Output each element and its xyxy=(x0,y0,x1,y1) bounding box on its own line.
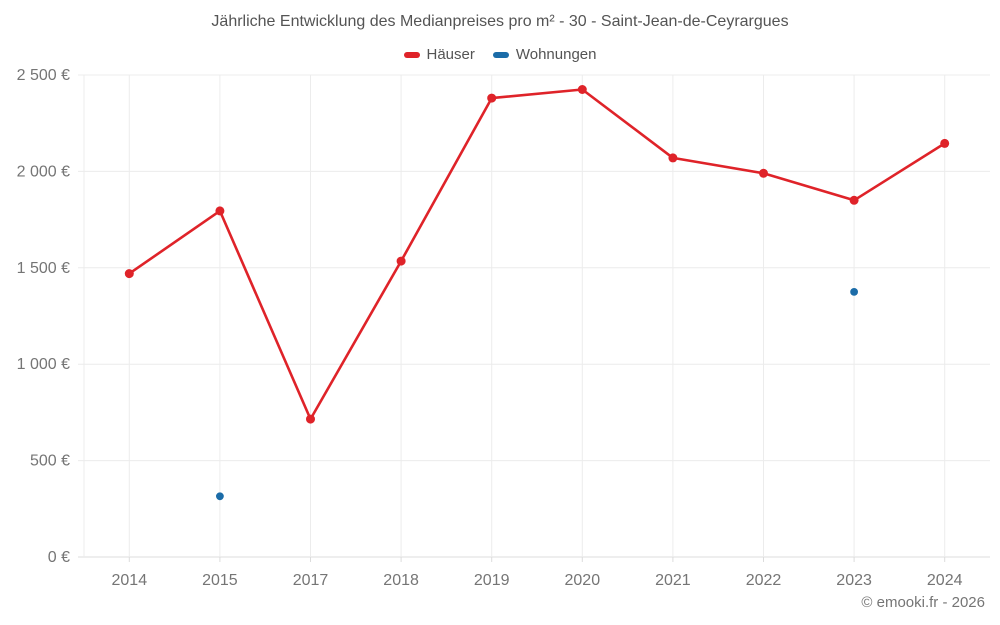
x-tick-label: 2023 xyxy=(836,572,872,589)
data-point-häuser xyxy=(487,93,497,103)
data-point-häuser xyxy=(577,85,587,94)
x-tick-label: 2014 xyxy=(112,572,148,589)
data-point-häuser xyxy=(759,168,768,178)
x-tick-label: 2019 xyxy=(474,572,510,589)
legend-item-haeuser[interactable]: Häuser xyxy=(403,46,475,63)
legend-label-wohnungen: Wohnungen xyxy=(515,46,597,63)
y-tick-label: 500 € xyxy=(30,453,70,470)
data-point-häuser xyxy=(849,195,859,205)
x-tick-label: 2018 xyxy=(383,572,419,589)
data-point-häuser xyxy=(306,414,315,424)
y-tick-label: 0 € xyxy=(48,549,70,566)
x-tick-label: 2017 xyxy=(293,572,329,589)
x-tick-label: 2015 xyxy=(202,572,238,589)
wohnungen-swatch-icon xyxy=(492,51,509,58)
x-tick-label: 2021 xyxy=(655,572,691,589)
data-point-wohnungen xyxy=(850,288,858,296)
data-point-häuser xyxy=(668,153,678,163)
legend-label-haeuser: Häuser xyxy=(426,46,475,63)
chart-legend: Häuser Wohnungen xyxy=(0,46,1000,63)
x-tick-label: 2020 xyxy=(565,572,601,589)
series-line-häuser xyxy=(128,88,947,421)
chart-title: Jährliche Entwicklung des Medianpreises … xyxy=(211,13,789,30)
copyright-footer: © emooki.fr - 2026 xyxy=(861,594,985,611)
data-point-häuser xyxy=(124,269,134,279)
haeuser-swatch-icon xyxy=(403,51,420,58)
data-point-häuser xyxy=(396,256,406,266)
legend-item-wohnungen[interactable]: Wohnungen xyxy=(492,46,597,63)
x-tick-label: 2024 xyxy=(927,572,963,589)
data-point-häuser xyxy=(215,206,225,216)
y-tick-label: 2 500 € xyxy=(17,67,70,84)
y-tick-label: 2 000 € xyxy=(17,163,70,180)
y-tick-label: 1 000 € xyxy=(17,356,70,373)
data-point-häuser xyxy=(940,138,950,148)
x-tick-label: 2022 xyxy=(746,572,782,589)
y-tick-label: 1 500 € xyxy=(17,260,70,277)
data-point-wohnungen xyxy=(216,492,224,501)
